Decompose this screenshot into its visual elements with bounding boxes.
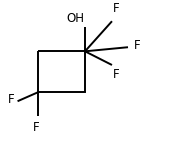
Text: F: F — [113, 68, 120, 81]
Text: F: F — [7, 93, 14, 106]
Text: OH: OH — [67, 12, 85, 25]
Text: F: F — [113, 2, 120, 15]
Text: F: F — [33, 121, 39, 134]
Text: F: F — [134, 39, 141, 52]
